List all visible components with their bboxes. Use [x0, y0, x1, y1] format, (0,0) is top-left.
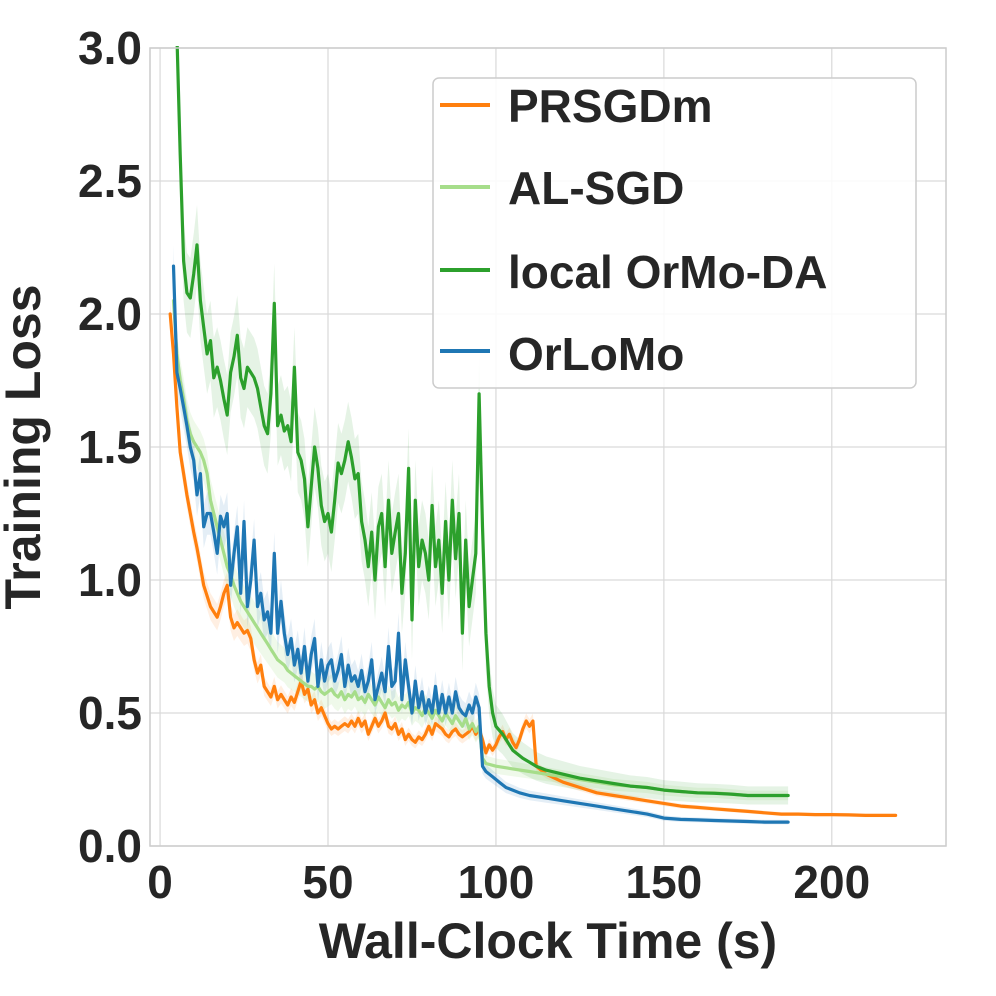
x-axis-label: Wall-Clock Time (s) — [319, 913, 777, 969]
confidence-bands — [170, 46, 896, 825]
legend-label-prsgdm: PRSGDm — [508, 80, 712, 132]
y-axis-label: Training Loss — [0, 284, 51, 609]
y-tick-label: 3.0 — [78, 22, 142, 74]
y-tick-labels: 0.0 0.5 1.0 1.5 2.0 2.5 3.0 — [78, 22, 142, 872]
legend-box — [432, 77, 917, 389]
series-line-local-ormo-da — [175, 46, 790, 798]
y-tick-label: 2.5 — [78, 155, 142, 207]
legend-label-local-ormo-da: local OrMo-DA — [508, 246, 827, 298]
x-tick-label: 100 — [458, 856, 535, 908]
band-orlomo — [173, 244, 789, 825]
series-line-al-sgd — [171, 299, 790, 798]
x-tick-label: 50 — [302, 856, 353, 908]
x-tick-label: 0 — [147, 856, 173, 908]
legend-label-orlomo: OrLoMo — [508, 328, 684, 380]
y-tick-label: 0.0 — [78, 820, 142, 872]
y-tick-label: 1.5 — [78, 421, 142, 473]
series-line-orlomo — [171, 264, 790, 824]
x-tick-label: 200 — [793, 856, 870, 908]
x-tick-labels: 0 50 100 150 200 — [147, 856, 870, 908]
y-tick-label: 2.0 — [78, 288, 142, 340]
plot-frame — [149, 47, 947, 847]
x-tick-label: 150 — [625, 856, 702, 908]
band-prsgdm — [170, 300, 896, 818]
series-lines — [168, 46, 898, 824]
band-local-ormo-da — [176, 46, 789, 805]
legend-label-al-sgd: AL-SGD — [508, 162, 684, 214]
y-tick-label: 1.0 — [78, 554, 142, 606]
legend: PRSGDm AL-SGD local OrMo-DA OrLoMo — [432, 77, 917, 389]
y-tick-label: 0.5 — [78, 687, 142, 739]
